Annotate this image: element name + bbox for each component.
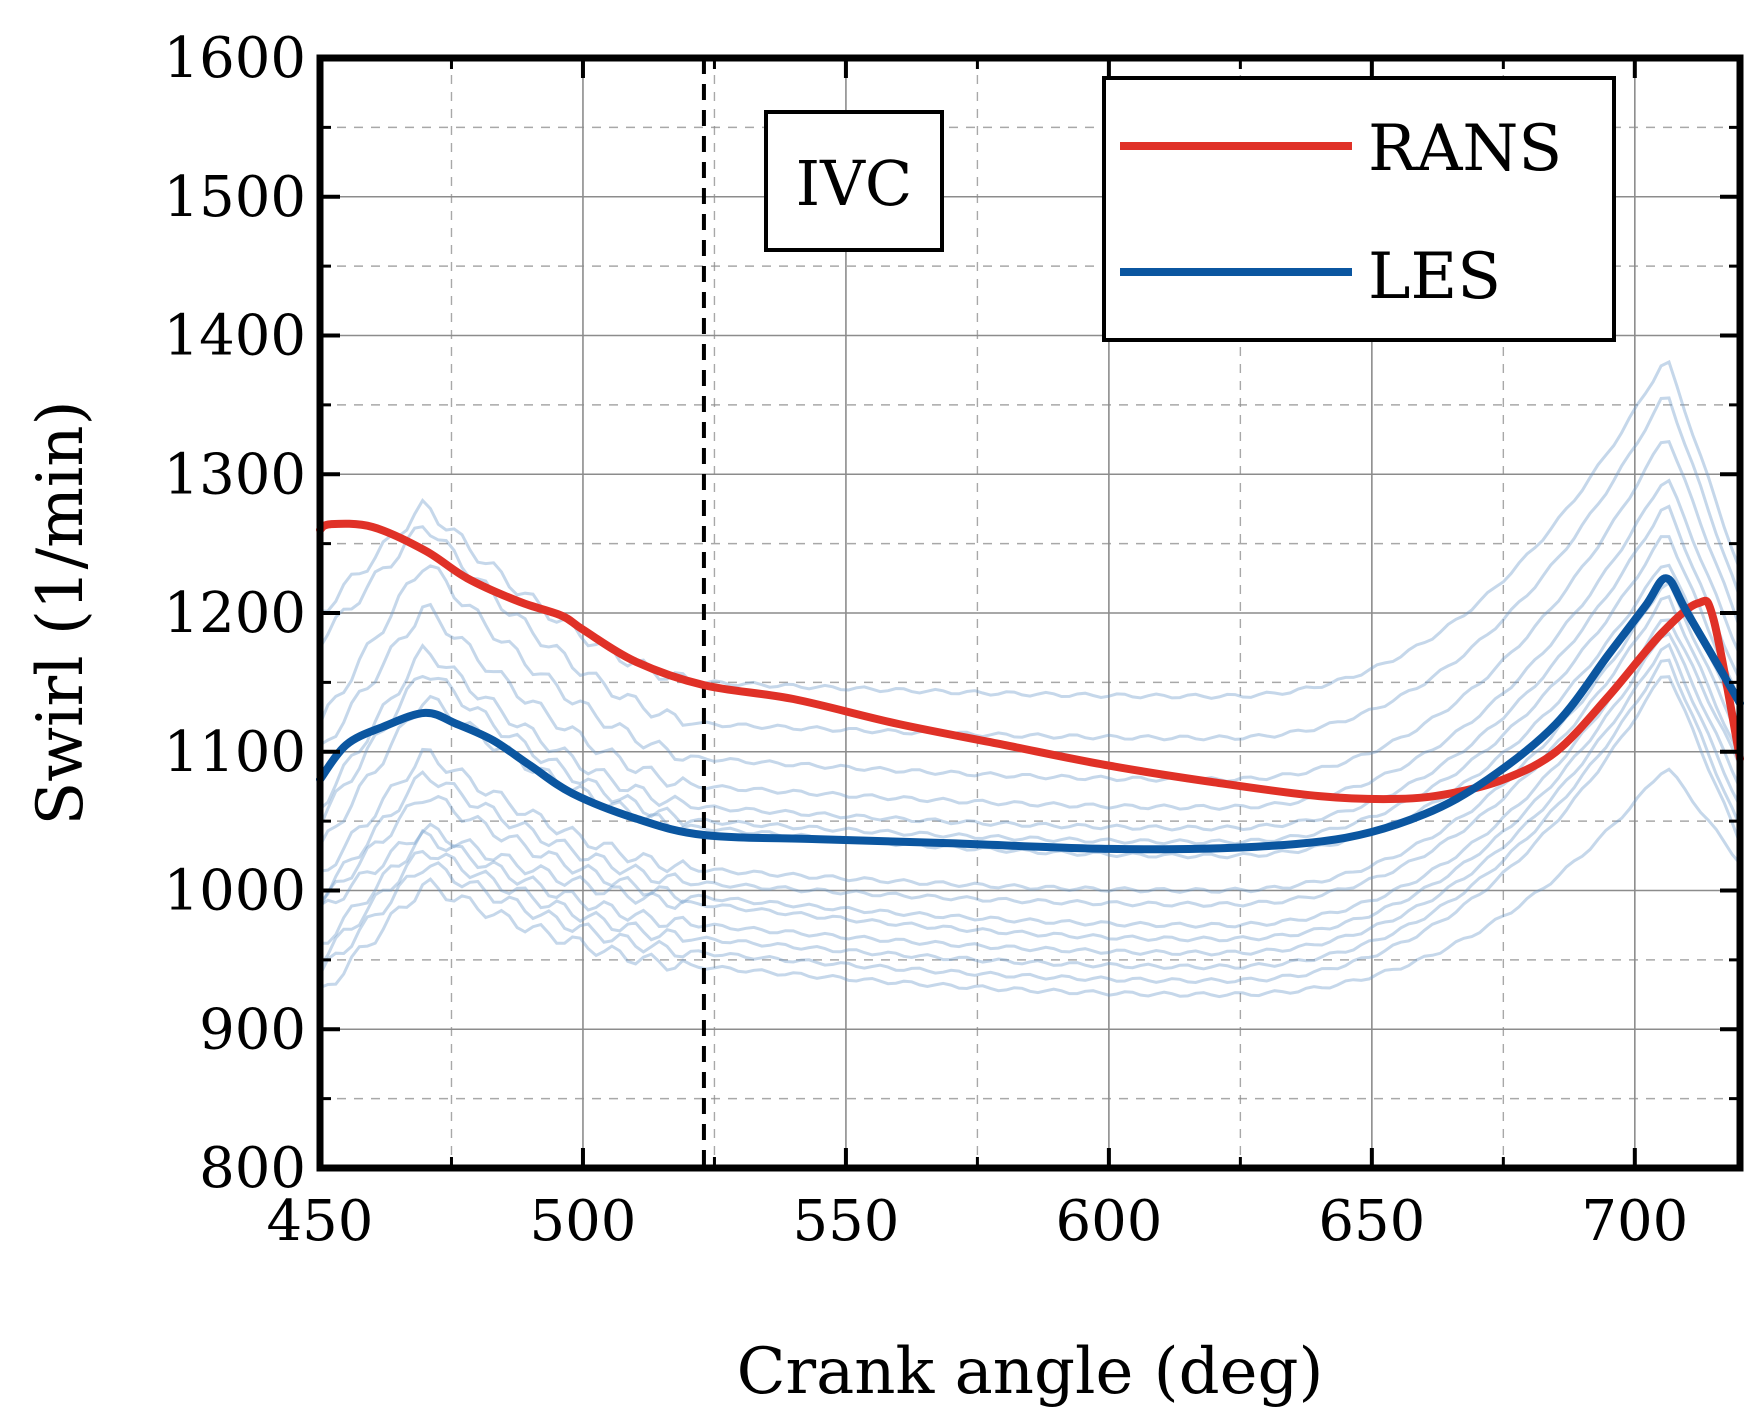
x-tick-label: 650 <box>1318 1189 1425 1254</box>
les-cycle-line <box>319 642 1742 957</box>
ivc-annotation: IVC <box>764 110 944 252</box>
x-tick-label: 550 <box>792 1189 899 1254</box>
les-cycle-line <box>318 396 1742 742</box>
legend-box <box>1102 76 1616 342</box>
les-cycle-line <box>319 478 1742 811</box>
legend-label-rans: RANS <box>1368 112 1562 186</box>
y-tick-label: 1100 <box>163 720 306 785</box>
y-tick-label: 1500 <box>163 165 306 230</box>
les-cycle-line <box>319 359 1742 700</box>
y-tick-label: 1400 <box>163 304 306 369</box>
series-lines <box>316 519 1744 854</box>
ivc-label: IVC <box>796 147 913 220</box>
x-tick-label: 450 <box>267 1189 374 1254</box>
les-cycle-line <box>319 504 1742 832</box>
les-cycle-line <box>318 675 1742 985</box>
series-line-les <box>316 574 1744 854</box>
ticks <box>318 56 1740 1170</box>
les-cycle-line <box>319 631 1742 943</box>
y-tick-label: 1300 <box>163 442 306 507</box>
y-tick-label: 900 <box>199 997 306 1062</box>
y-tick-label: 1600 <box>163 26 306 91</box>
y-tick-labels: 800 900 1000 1100 1200 1300 1400 1500 1600 <box>163 26 306 1201</box>
les-cycle-line <box>319 767 1742 999</box>
y-tick-label: 800 <box>199 1136 306 1201</box>
les-cycle-line <box>319 580 1742 894</box>
x-tick-label: 600 <box>1055 1189 1162 1254</box>
les-cycle-line <box>318 658 1742 971</box>
y-tick-label: 1000 <box>163 859 306 924</box>
y-axis-title: Swirl (1/min) <box>24 400 98 825</box>
x-tick-labels: 450 500 550 600 650 700 <box>267 1189 1689 1254</box>
les-cycle-line <box>318 594 1742 908</box>
les-cycle-line <box>318 618 1742 929</box>
ivc-annotation-box <box>764 110 944 252</box>
legend-label-les: LES <box>1368 240 1501 314</box>
x-tick-label: 500 <box>530 1189 637 1254</box>
les-cycle-lines <box>318 359 1742 999</box>
series-line-rans <box>316 519 1744 804</box>
x-tick-label: 700 <box>1581 1189 1688 1254</box>
y-tick-label: 1200 <box>163 581 306 646</box>
les-cycle-line <box>318 439 1742 783</box>
les-cycle-line <box>318 535 1742 846</box>
legend: RANS LES <box>1102 76 1616 342</box>
x-axis-title: Crank angle (deg) <box>737 1335 1324 1409</box>
